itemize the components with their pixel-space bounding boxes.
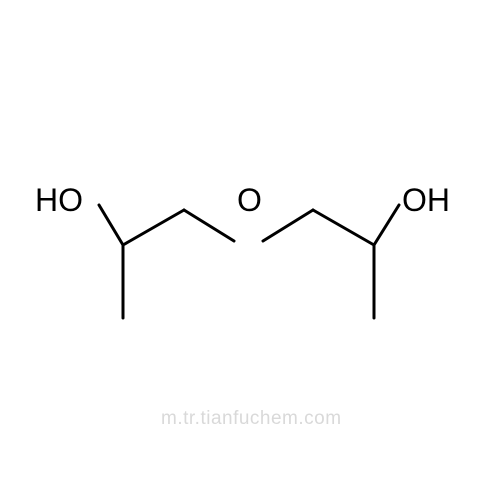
atom-label: O [237, 182, 262, 219]
bond-line [184, 210, 234, 241]
atom-label: HO [35, 182, 83, 219]
bond-line [99, 205, 123, 245]
bond-line [263, 210, 313, 241]
bond-line [374, 205, 399, 245]
chemical-structure-canvas: HO O OH m.tr.tianfuchem.com [0, 0, 500, 500]
watermark-text: m.tr.tianfuchem.com [161, 408, 342, 430]
bond-line [313, 210, 374, 245]
bond-line [123, 210, 184, 245]
atom-label: OH [402, 182, 450, 219]
